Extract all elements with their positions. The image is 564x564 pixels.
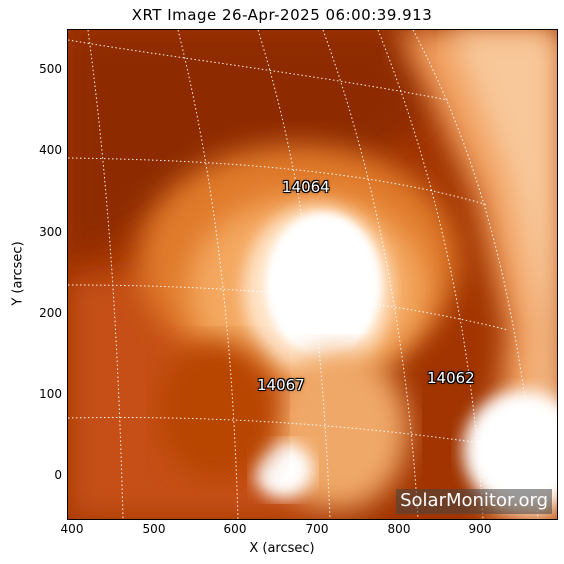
solar-image-frame: 14064 14067 14062 <box>67 29 558 520</box>
y-tick-label: 200 <box>39 306 62 320</box>
active-region-label: 14067 <box>257 376 305 394</box>
y-tick-label: 300 <box>39 225 62 239</box>
x-tick-label: 600 <box>223 522 247 536</box>
solar-xray-image <box>68 30 557 519</box>
x-tick-label: 400 <box>60 522 84 536</box>
image-title: XRT Image 26-Apr-2025 06:00:39.913 <box>131 6 433 24</box>
active-region-label: 14064 <box>282 178 330 196</box>
coordinate-grid <box>68 30 539 519</box>
x-tick-label: 500 <box>142 522 166 536</box>
x-tick-label: 900 <box>468 522 492 536</box>
y-tick-label: 0 <box>54 468 62 482</box>
x-axis-label: X (arcsec) <box>249 541 315 556</box>
y-axis-label: Y (arcsec) <box>10 241 26 306</box>
y-tick-label: 100 <box>39 387 62 401</box>
y-tick-label: 400 <box>39 143 62 157</box>
active-region-label: 14062 <box>427 369 475 387</box>
x-tick-label: 700 <box>305 522 329 536</box>
x-tick-label: 800 <box>387 522 411 536</box>
y-tick-label: 500 <box>39 62 62 76</box>
watermark: SolarMonitor.org <box>396 489 552 514</box>
